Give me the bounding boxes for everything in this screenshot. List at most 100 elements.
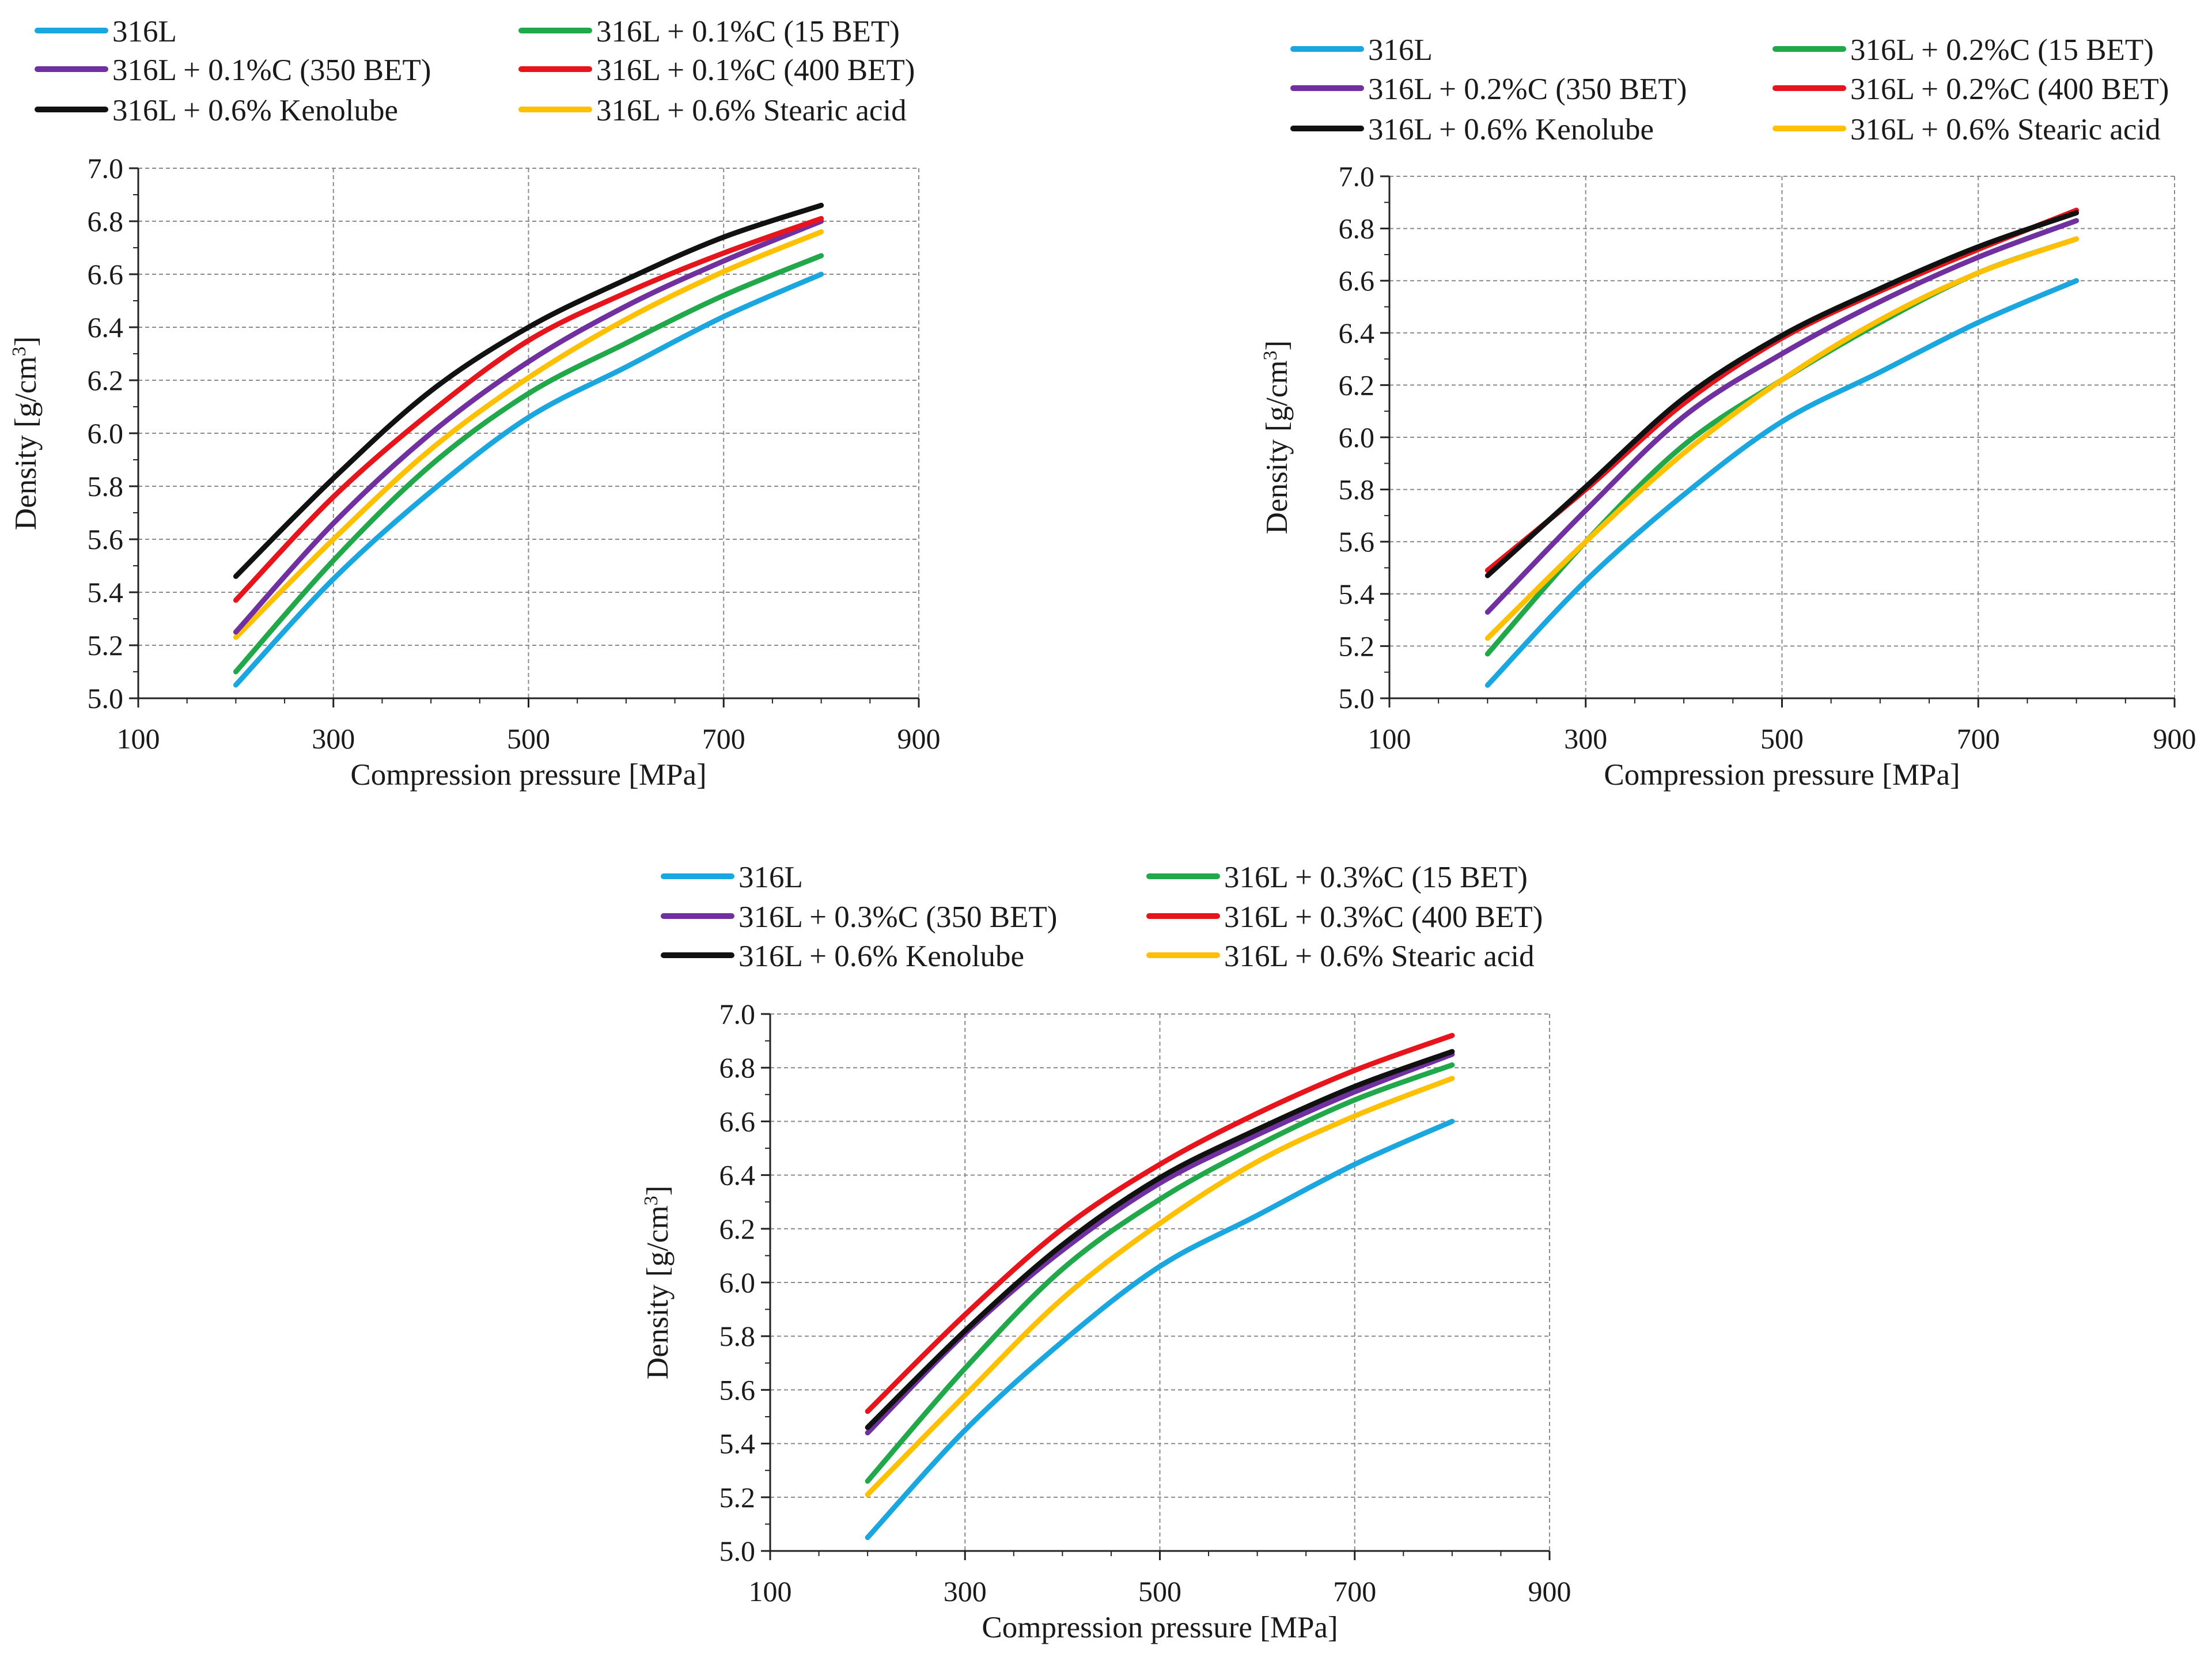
legend-label: 316L + 0.3%C (350 BET) [738, 901, 1057, 934]
y-tick-label: 5.0 [719, 1535, 756, 1567]
y-tick-label: 5.4 [719, 1428, 756, 1460]
y-axis-title: Density [g/cm3] [1260, 340, 1294, 534]
y-axis-title-main: Density [g/cm [1260, 360, 1294, 534]
y-tick-label: 5.4 [1339, 578, 1375, 610]
series-line-2 [865, 1062, 1455, 1484]
y-tick-label: 5.0 [88, 682, 124, 714]
y-tick-label: 5.8 [719, 1320, 756, 1352]
x-tick-label: 500 [1138, 1575, 1181, 1607]
legend-label: 316L + 0.3%C (400 BET) [1224, 901, 1543, 934]
series-line-3 [233, 218, 824, 635]
series-line-5 [1484, 210, 2080, 578]
y-tick-label: 5.8 [1339, 474, 1375, 506]
legend-label: 316L + 0.2%C (350 BET) [1368, 73, 1687, 106]
x-tick-label: 500 [507, 722, 550, 755]
y-axis-title-main: Density [g/cm [641, 1205, 675, 1379]
y-axis-title-superscript: 3 [9, 346, 30, 356]
x-tick-label: 100 [1368, 722, 1411, 755]
series-line-5 [865, 1049, 1455, 1431]
y-axis-title-end: ] [1260, 340, 1294, 351]
y-tick-label: 6.8 [1339, 213, 1375, 245]
series-line-3 [1484, 218, 2080, 615]
legend-label: 316L + 0.1%C (350 BET) [112, 54, 431, 87]
x-tick-label: 900 [897, 722, 941, 755]
series-line-6 [1484, 236, 2080, 641]
series-line-1 [233, 271, 824, 688]
legend: 316L 316L + 0.2%C (15 BET) 316L + 0.2%C (3… [1290, 33, 2169, 146]
y-tick-label: 6.2 [1339, 369, 1375, 401]
x-tick-label: 300 [1564, 722, 1607, 755]
legend-label: 316L + 0.6% Stearic acid [596, 94, 907, 127]
series-line-4 [233, 215, 824, 603]
y-tick-label: 5.2 [88, 629, 124, 661]
y-tick-label: 6.4 [719, 1159, 756, 1191]
y-tick-label: 6.6 [88, 258, 124, 290]
x-tick-label: 900 [2153, 722, 2196, 755]
legend-label: 316L + 0.2%C (400 BET) [1850, 73, 2169, 106]
x-tick-label: 100 [117, 722, 160, 755]
series-line-1 [1484, 278, 2080, 688]
y-tick-label: 5.6 [88, 523, 124, 555]
x-axis-title: Compression pressure [MPa] [982, 1611, 1338, 1644]
x-tick-label: 900 [1528, 1575, 1571, 1607]
legend-label: 316L [738, 861, 803, 894]
y-axis-title-end: ] [641, 1186, 675, 1196]
x-tick-label: 700 [1333, 1575, 1376, 1607]
chart-panel-1: 5.0 5.2 5.4 5.6 5.8 6.0 6.2 6.4 6.6 6.8 7.0 100 300 5… [9, 15, 941, 792]
y-axis-title: Density [g/cm3] [641, 1186, 675, 1379]
x-axis-title: Compression pressure [MPa] [350, 758, 706, 792]
legend-label: 316L + 0.2%C (15 BET) [1850, 33, 2154, 67]
y-tick-label: 6.4 [88, 311, 124, 343]
series-line-1 [865, 1118, 1455, 1541]
y-tick-label: 6.2 [719, 1213, 756, 1245]
y-tick-label: 6.6 [1339, 264, 1375, 297]
legend-label: 316L + 0.1%C (15 BET) [596, 15, 900, 48]
y-tick-label: 5.6 [1339, 525, 1375, 558]
y-tick-label: 7.0 [719, 998, 756, 1030]
y-tick-label: 6.0 [1339, 421, 1375, 453]
legend: 316L 316L + 0.3%C (15 BET) 316L + 0.3%C (3… [661, 861, 1543, 973]
y-axis-title-superscript: 3 [1260, 350, 1281, 360]
x-tick-label: 100 [749, 1575, 792, 1607]
y-axis-title-superscript: 3 [641, 1195, 662, 1205]
y-tick-label: 5.6 [719, 1374, 756, 1406]
legend-label: 316L + 0.3%C (15 BET) [1224, 861, 1528, 894]
y-tick-label: 6.2 [88, 364, 124, 396]
y-axis-title: Density [g/cm3] [9, 336, 43, 530]
y-tick-label: 6.0 [88, 417, 124, 449]
legend-label: 316L [1368, 33, 1433, 67]
legend-label: 316L + 0.1%C (400 BET) [596, 54, 915, 87]
y-tick-label: 5.0 [1339, 682, 1375, 714]
legend-label: 316L + 0.6% Kenolube [1368, 113, 1654, 146]
series-line-4 [865, 1032, 1455, 1414]
series-line-6 [865, 1076, 1455, 1497]
series-line-6 [233, 229, 824, 640]
y-tick-label: 6.8 [719, 1051, 756, 1084]
x-tick-label: 500 [1760, 722, 1804, 755]
series-line-2 [233, 253, 824, 675]
chart-panel-3: 5.0 5.2 5.4 5.6 5.8 6.0 6.2 6.4 6.6 6.8 7.0 100 300 5… [641, 861, 1571, 1644]
x-axis-title: Compression pressure [MPa] [1604, 758, 1960, 792]
x-tick-label: 700 [702, 722, 745, 755]
chart-panel-2: 5.0 5.2 5.4 5.6 5.8 6.0 6.2 6.4 6.6 6.8 7.0 100 300 5… [1260, 33, 2196, 792]
x-tick-label: 300 [944, 1575, 987, 1607]
legend-label: 316L [112, 15, 177, 48]
y-tick-label: 5.2 [1339, 630, 1375, 662]
legend: 316L 316L + 0.1%C (15 BET) 316L + 0.1%C (3… [35, 15, 915, 127]
y-tick-label: 5.8 [88, 470, 124, 502]
y-axis-title-end: ] [9, 336, 43, 347]
y-tick-label: 7.0 [88, 152, 124, 184]
y-tick-label: 5.2 [719, 1481, 756, 1514]
y-axis-title-main: Density [g/cm [9, 356, 43, 530]
y-tick-label: 5.4 [88, 576, 124, 608]
y-tick-label: 6.4 [1339, 317, 1375, 349]
y-tick-label: 6.6 [719, 1105, 756, 1137]
x-tick-label: 300 [312, 722, 355, 755]
legend-label: 316L + 0.6% Kenolube [112, 94, 398, 127]
y-tick-label: 7.0 [1339, 160, 1375, 192]
legend-label: 316L + 0.6% Stearic acid [1224, 940, 1535, 973]
y-tick-label: 6.8 [88, 205, 124, 237]
x-tick-label: 700 [1957, 722, 2000, 755]
legend-label: 316L + 0.6% Kenolube [738, 940, 1024, 973]
